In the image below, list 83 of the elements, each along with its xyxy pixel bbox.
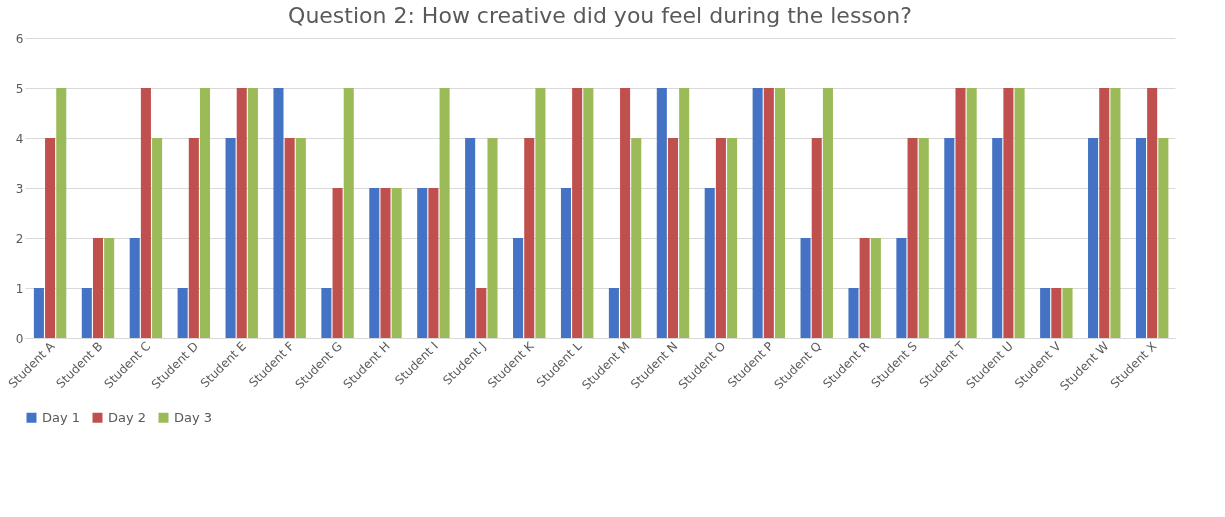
bar (81, 288, 92, 338)
bar (535, 88, 546, 338)
bar (715, 138, 726, 338)
bar (1051, 288, 1062, 338)
bar (33, 288, 44, 338)
bar (487, 138, 498, 338)
legend-label: Day 2 (108, 409, 147, 425)
bar (465, 138, 476, 338)
bar (667, 138, 679, 338)
bar (822, 88, 833, 338)
bar (273, 88, 284, 338)
bar (918, 138, 929, 338)
bar (727, 138, 738, 338)
bar (620, 88, 631, 338)
bar (524, 138, 535, 338)
y-tick-label: 5 (15, 81, 24, 96)
chart-title: Question 2: How creative did you feel during the lesson? (288, 3, 912, 28)
y-tick-label: 2 (15, 231, 24, 246)
legend-label: Day 1 (42, 409, 81, 425)
bar (284, 138, 295, 338)
bar (966, 88, 977, 338)
bar (560, 188, 572, 338)
bar (225, 138, 236, 338)
bar (513, 238, 524, 338)
bar (177, 288, 188, 338)
bar (848, 288, 859, 338)
bar (704, 188, 715, 338)
bar (199, 88, 211, 338)
legend-label: Day 3 (174, 409, 213, 425)
bar (608, 288, 619, 338)
bar (1003, 88, 1014, 338)
bar (417, 188, 428, 338)
bar (428, 188, 439, 338)
y-tick-label: 6 (15, 31, 24, 46)
bar (583, 88, 594, 338)
bar (774, 88, 786, 338)
y-tick-label: 0 (15, 331, 24, 346)
bar (1014, 88, 1025, 338)
bar (152, 138, 163, 338)
bar (439, 88, 450, 338)
bar (476, 288, 487, 338)
bar (1110, 88, 1121, 338)
bar (859, 238, 870, 338)
bar (369, 188, 380, 338)
bar (1040, 288, 1051, 338)
bar (236, 88, 247, 338)
bar (679, 88, 690, 338)
bar (391, 188, 402, 338)
bar (1088, 138, 1099, 338)
bar (45, 138, 56, 338)
bar (907, 138, 918, 338)
y-tick-label: 4 (15, 131, 24, 146)
bar (332, 188, 343, 338)
bar (1099, 88, 1110, 338)
bar (321, 288, 332, 338)
bar (1135, 138, 1147, 338)
bar (992, 138, 1003, 338)
bar (343, 88, 354, 338)
bar (944, 138, 955, 338)
bar (1147, 88, 1158, 338)
bar (811, 138, 822, 338)
bar (56, 88, 67, 338)
bar (92, 238, 104, 338)
bar (1062, 288, 1073, 338)
y-tick-label: 1 (15, 281, 24, 296)
bar (1158, 138, 1169, 338)
bar (295, 138, 306, 338)
bar (129, 238, 140, 338)
bar (896, 238, 907, 338)
bar (380, 188, 391, 338)
bar (955, 88, 966, 338)
bar (104, 238, 115, 338)
bar (572, 88, 583, 338)
bar (800, 238, 811, 338)
bar (140, 88, 151, 338)
bar (247, 88, 258, 338)
bar (752, 88, 763, 338)
bar (656, 88, 667, 338)
bar (763, 88, 774, 338)
bar (188, 138, 199, 338)
bar (870, 238, 881, 338)
y-tick-label: 3 (15, 181, 24, 196)
bar (631, 138, 642, 338)
